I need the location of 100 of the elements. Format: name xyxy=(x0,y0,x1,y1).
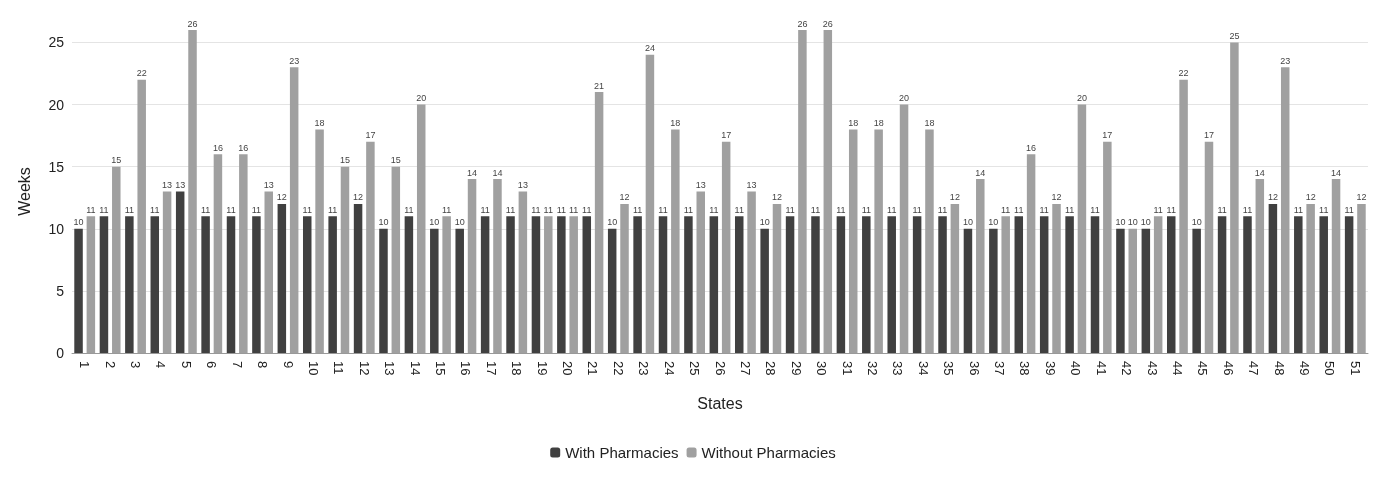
x-tick-label: 9 xyxy=(280,361,296,369)
data-label: 10 xyxy=(73,217,84,228)
data-label: 23 xyxy=(1280,55,1291,66)
data-label: 12 xyxy=(276,192,287,203)
data-label: 11 xyxy=(887,204,897,215)
x-tick-label: 36 xyxy=(966,361,982,376)
data-label: 11 xyxy=(404,204,414,215)
y-tick-label: 10 xyxy=(48,220,65,237)
x-tick-label: 34 xyxy=(915,361,931,376)
data-label: 10 xyxy=(378,217,389,228)
bar xyxy=(887,216,896,353)
bar xyxy=(379,228,388,353)
data-label: 10 xyxy=(454,217,465,228)
data-label: 16 xyxy=(238,142,249,153)
bar xyxy=(404,216,414,353)
bar xyxy=(226,216,236,353)
x-tick-label: 43 xyxy=(1144,361,1160,376)
y-tick-label: 20 xyxy=(48,96,65,113)
data-label: 11 xyxy=(86,204,96,215)
x-tick-label: 21 xyxy=(585,361,601,376)
data-label: 10 xyxy=(429,217,440,228)
data-label: 10 xyxy=(962,217,973,228)
bar xyxy=(785,216,795,353)
data-label: 11 xyxy=(505,204,516,215)
bar xyxy=(252,216,261,353)
data-label: 20 xyxy=(416,93,427,104)
data-label: 17 xyxy=(1203,130,1214,141)
data-label: 11 xyxy=(810,204,821,215)
data-label: 10 xyxy=(759,217,770,228)
bar xyxy=(912,216,922,353)
x-tick-label: 38 xyxy=(1017,361,1033,376)
y-axis-title: Weeks xyxy=(15,167,33,216)
x-tick-label: 47 xyxy=(1246,361,1262,376)
data-label: 13 xyxy=(263,180,274,190)
y-tick-label: 5 xyxy=(56,282,65,299)
bar xyxy=(506,216,515,353)
data-label: 11 xyxy=(912,204,922,215)
x-tick-label: 10 xyxy=(305,361,321,376)
data-label: 10 xyxy=(1140,217,1151,228)
data-label: 26 xyxy=(797,18,808,29)
data-label: 11 xyxy=(480,204,490,215)
bar xyxy=(938,216,947,353)
data-label: 14 xyxy=(492,167,503,178)
x-tick-label: 1 xyxy=(77,361,93,369)
x-tick-label: 37 xyxy=(992,361,1008,376)
x-tick-label: 45 xyxy=(1195,361,1211,376)
data-label: 11 xyxy=(709,204,719,215)
x-tick-label: 30 xyxy=(814,361,830,376)
bar xyxy=(1243,216,1252,353)
bar xyxy=(684,216,693,353)
x-tick-label: 14 xyxy=(407,361,423,376)
data-label: 16 xyxy=(212,142,223,153)
data-label: 12 xyxy=(771,192,782,203)
data-label: 20 xyxy=(1076,93,1087,104)
data-label: 11 xyxy=(1153,204,1163,215)
data-label: 15 xyxy=(390,155,401,166)
data-label: 11 xyxy=(734,204,744,215)
bar xyxy=(1014,216,1024,353)
bar xyxy=(658,216,668,353)
data-label: 24 xyxy=(644,43,655,54)
data-label: 11 xyxy=(327,204,338,215)
x-tick-label: 49 xyxy=(1296,361,1312,376)
x-tick-label: 23 xyxy=(636,361,652,376)
x-tick-label: 5 xyxy=(178,361,194,369)
x-tick-label: 22 xyxy=(610,361,626,376)
bar xyxy=(150,216,160,353)
x-tick-label: 16 xyxy=(458,361,474,376)
x-tick-label: 46 xyxy=(1220,361,1236,376)
data-label: 11 xyxy=(251,204,262,215)
bar xyxy=(1141,228,1151,353)
bar xyxy=(1065,216,1074,353)
x-tick-label: 26 xyxy=(712,361,728,376)
data-label: 11 xyxy=(582,204,592,215)
data-label: 11 xyxy=(543,204,553,215)
x-tick-label: 40 xyxy=(1068,361,1084,376)
x-tick-label: 18 xyxy=(509,361,525,376)
data-label: 10 xyxy=(1191,217,1202,228)
data-label: 12 xyxy=(949,192,960,203)
bar xyxy=(1039,216,1049,353)
bar xyxy=(99,216,109,353)
data-label: 11 xyxy=(658,204,668,215)
bar xyxy=(201,216,210,353)
data-label: 11 xyxy=(441,204,452,215)
x-tick-label: 35 xyxy=(941,361,957,376)
x-tick-label: 15 xyxy=(432,361,448,376)
bar xyxy=(1192,228,1201,353)
bar xyxy=(430,228,439,353)
data-label: 11 xyxy=(1293,204,1303,215)
bar xyxy=(480,216,490,353)
x-tick-label: 7 xyxy=(229,361,245,369)
data-label: 17 xyxy=(365,130,376,141)
data-label: 18 xyxy=(873,117,884,128)
y-tick-label: 25 xyxy=(48,34,65,51)
data-label: 11 xyxy=(836,204,846,215)
data-label: 11 xyxy=(1014,204,1024,215)
bar xyxy=(607,228,617,353)
data-label: 11 xyxy=(1039,204,1049,215)
y-tick-label: 0 xyxy=(56,345,65,361)
data-label: 26 xyxy=(187,18,198,29)
data-label: 11 xyxy=(569,204,579,215)
